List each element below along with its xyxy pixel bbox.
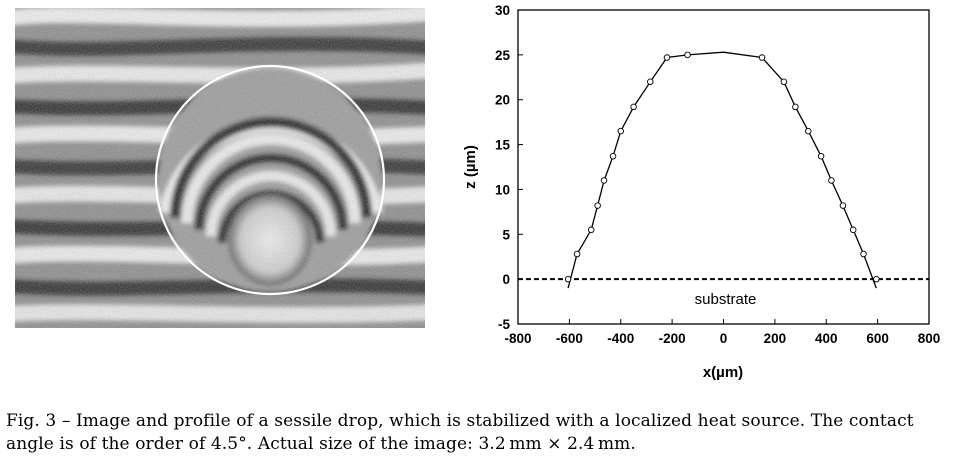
y-tick-label: 0 bbox=[502, 272, 510, 287]
y-axis-label: z (µm) bbox=[462, 145, 479, 189]
data-point bbox=[849, 226, 857, 234]
data-point bbox=[684, 51, 691, 59]
x-tick-label: -800 bbox=[504, 331, 531, 346]
data-point bbox=[860, 250, 867, 258]
data-point bbox=[630, 103, 637, 111]
y-tick-label: 10 bbox=[495, 182, 510, 197]
data-point bbox=[587, 226, 595, 234]
fit-curve bbox=[567, 51, 877, 289]
x-tick-label: -200 bbox=[659, 331, 686, 346]
data-point bbox=[792, 103, 799, 111]
data-point bbox=[647, 78, 654, 86]
data-point bbox=[805, 127, 812, 135]
drop-outline-circle bbox=[154, 64, 386, 296]
data-point bbox=[817, 152, 825, 160]
x-tick-label: 800 bbox=[918, 331, 941, 346]
plot-frame bbox=[517, 9, 930, 325]
x-tick-label: -400 bbox=[607, 331, 634, 346]
data-point bbox=[839, 202, 847, 209]
profile-chart: -800 -600 -400 -200 0 200 400 600 800 -5 0 5 10 15 20… bbox=[462, 3, 941, 381]
data-point bbox=[873, 275, 880, 283]
data-point bbox=[758, 54, 766, 61]
data-point bbox=[600, 177, 608, 184]
x-tick-label: 0 bbox=[720, 331, 728, 346]
x-tick-label: 600 bbox=[866, 331, 889, 346]
y-tick-label: 25 bbox=[495, 48, 511, 63]
figure-caption: Fig. 3 – Image and profile of a sessile … bbox=[6, 411, 914, 454]
data-point bbox=[617, 127, 624, 135]
y-tick-label: 20 bbox=[495, 93, 510, 108]
y-tick-label: -5 bbox=[498, 317, 510, 332]
data-point bbox=[573, 250, 581, 258]
data-point bbox=[780, 78, 788, 86]
data-point bbox=[663, 54, 671, 61]
y-tick-label: 5 bbox=[502, 227, 510, 242]
x-tick-label: 200 bbox=[764, 331, 787, 346]
x-tick-label: 400 bbox=[815, 331, 838, 346]
substrate-annotation: substrate bbox=[695, 291, 757, 308]
x-axis-label: x(µm) bbox=[703, 364, 743, 381]
y-tick-label: 15 bbox=[495, 138, 511, 153]
data-point bbox=[594, 202, 601, 209]
y-tick-label: 30 bbox=[495, 3, 510, 18]
data-point bbox=[564, 275, 572, 283]
data-point bbox=[828, 177, 835, 184]
x-tick-label: -600 bbox=[556, 331, 583, 346]
drop-interference-image bbox=[15, 8, 425, 328]
data-point bbox=[609, 152, 617, 160]
